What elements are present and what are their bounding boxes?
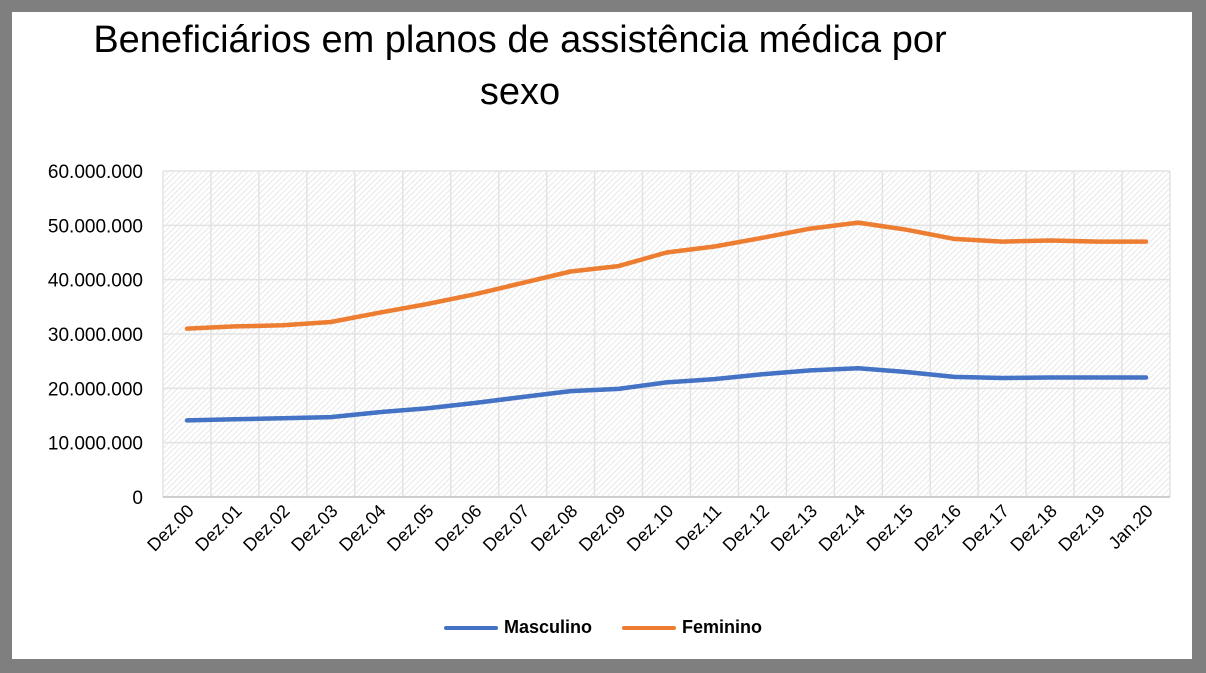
x-tick-label: Dez.11 [672, 501, 726, 555]
x-tick-label: Dez.15 [863, 501, 917, 555]
chart-title: Beneficiários em planos de assistência m… [0, 14, 1160, 118]
x-tick-label: Dez.14 [815, 501, 869, 555]
x-tick-label: Jan.20 [1104, 501, 1156, 553]
x-tick-label: Dez.16 [911, 501, 965, 555]
legend-swatch-masculino [443, 625, 498, 630]
x-tick-label: Dez.19 [1054, 501, 1108, 555]
x-tick-label: Dez.06 [431, 501, 485, 555]
x-tick-label: Dez.04 [335, 501, 389, 555]
legend-item-feminino: Feminino [622, 617, 762, 638]
x-tick-label: Dez.00 [143, 501, 197, 555]
x-tick-label: Dez.01 [191, 501, 245, 555]
y-tick-label: 30.000.000 [48, 325, 143, 346]
x-tick-label: Dez.07 [479, 501, 533, 555]
x-tick-label: Dez.13 [767, 501, 821, 555]
x-tick-label: Dez.10 [623, 501, 677, 555]
legend: Masculino Feminino [0, 617, 1206, 638]
legend-item-masculino: Masculino [443, 617, 592, 638]
x-tick-label: Dez.18 [1006, 501, 1060, 555]
x-tick-label: Dez.17 [959, 501, 1013, 555]
y-tick-label: 20.000.000 [48, 379, 143, 400]
chart-title-line-2: sexo [479, 71, 561, 113]
x-tick-label: Dez.02 [239, 501, 293, 555]
legend-label-feminino: Feminino [682, 617, 762, 637]
x-tick-label: Dez.08 [527, 501, 581, 555]
y-tick-label: 50.000.000 [48, 216, 143, 237]
x-tick-label: Dez.05 [383, 501, 437, 555]
chart-title-line-1: Beneficiários em planos de assistência m… [93, 19, 947, 61]
x-tick-label: Dez.12 [719, 501, 773, 555]
y-tick-label: 60.000.000 [48, 162, 143, 183]
x-tick-label: Dez.09 [575, 501, 629, 555]
y-tick-label: 10.000.000 [48, 434, 143, 455]
legend-label-masculino: Masculino [503, 617, 592, 637]
x-tick-label: Dez.03 [287, 501, 341, 555]
y-tick-label: 40.000.000 [48, 271, 143, 292]
y-tick-label: 0 [132, 488, 143, 509]
legend-swatch-feminino [622, 625, 676, 630]
